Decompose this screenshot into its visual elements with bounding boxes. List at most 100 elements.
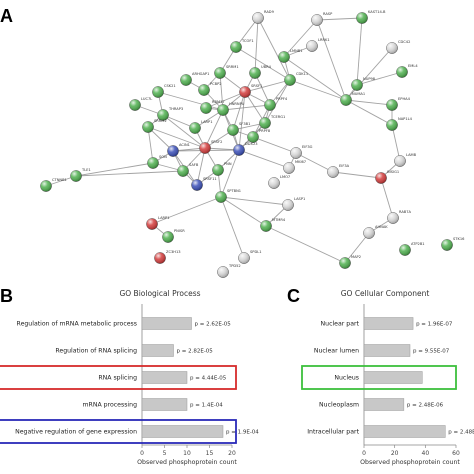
bar [141,425,224,438]
network-node: ACIN1 [167,143,190,157]
network-node: THRAP3 [157,107,183,121]
network-node: SPDL1 [238,250,262,264]
x-tick-label: 60 [452,450,460,457]
network-edge [220,196,245,259]
network-node-label: LARP1 [158,216,170,220]
network-node: HNRNPU [217,102,245,116]
network-node: PRPF4 [264,97,288,111]
network-node: PNISR [162,229,185,243]
network-node-label: DDX23 [245,142,258,146]
network-node-label: EPHA4 [398,97,411,101]
network-node-label: SRSF2 [211,140,222,144]
network-node-label: UBR4 [261,65,272,69]
network-edge [220,196,289,206]
network-edge [283,56,347,101]
network-node: LMNB1 [278,49,303,63]
network-node-label: INSIG1 [387,170,399,174]
chart-title: GO Cellular Component [341,289,430,298]
network-node-label: PRPF8 [259,129,271,133]
network-node-label: TCOF1 [241,39,254,43]
network-node: RASP [311,12,333,26]
network-node-label: SAFB [189,163,199,167]
panel-c-letter: C [287,286,300,306]
network-node-label: SON [159,155,167,159]
network-node-label: PCBP2 [210,82,222,86]
network-node-label: RAB7A [399,210,412,214]
x-axis-label: Observed phosphoprotein count [360,459,460,466]
network-node-label: ARHGAP1 [192,72,209,76]
network-node: LARP1 [146,216,170,230]
network-edge [344,232,370,264]
network-node: MKI67 [283,160,306,174]
network-node-label: AHNAK [375,225,388,229]
network-edge [147,126,154,164]
x-tick-label: 5 [163,450,167,457]
network-edge [220,196,267,227]
go-biological-process-chart: GO Biological Process 0 5 10 15 20 Observed ph… [0,289,259,466]
network-node: CSK21 [152,84,176,98]
p-value-label: p = 2.62E-05 [195,322,232,328]
network-node: ATP2B1 [399,242,425,256]
network-node-label: MTMR4 [272,218,286,222]
network-node-label: ZC3H13 [166,250,181,254]
network-node: TCERG1 [259,115,285,129]
network-node-label: RBM17 [212,100,225,104]
network-node-label: SF3B1 [239,122,250,126]
x-tick-label: 0 [140,450,144,457]
category-label: Intracellular part [307,429,359,436]
network-node: RBM17 [200,100,225,114]
network-edge [244,79,291,93]
network-node-label: CDC42 [398,40,410,44]
network-node-label: TCERG1 [270,115,285,119]
network-node-label: NUP98 [363,77,376,81]
network-edge [345,99,393,106]
network-node: CTNNB1 [40,178,67,192]
network-node: SRRM1 [214,65,239,79]
network-node-label: LMO7 [280,175,290,179]
network-edge [219,72,224,111]
network-node: UBR4 [249,65,272,79]
bar [363,425,446,438]
network-node: SAFB [177,163,199,177]
network-node-label: SPTBN1 [227,189,241,193]
network-edge [157,91,224,111]
network-edge [205,91,246,109]
network-node-label: LMNB1 [290,49,303,53]
category-label: Negative regulation of gene expression [15,429,137,436]
network-edge [391,124,401,162]
network-node-label: EIF3A [339,164,350,168]
network-node: TPD52 [217,264,241,278]
network-edge [238,91,246,151]
network-node: ZC3H13 [154,250,181,264]
network-node: INSIG1 [375,170,399,184]
network-edge [220,149,240,198]
p-value-label: p = 1.9E-04 [226,430,259,436]
panel-a-letter: A [0,6,13,26]
network-edge [356,71,403,86]
network-node: EPHA4 [386,97,411,111]
network-node-label: LAMB [406,153,417,157]
network-node: LAMB [394,153,417,167]
network-edge [265,225,346,264]
highlight-box [301,365,457,390]
network-node: EIF3G [290,145,313,159]
network-edge [254,17,259,74]
network-node: EML4 [396,64,418,78]
network-node: LARP1 [189,120,213,134]
network-edge [162,114,206,149]
network-edge [345,47,393,101]
network-edge [345,99,393,126]
category-label: Regulation of mRNA metabolic process [17,321,137,328]
network-node-label: EML4 [408,64,418,68]
network-node: RAD9 [252,10,275,24]
network-node: TLE1 [70,168,91,182]
network-node-label: CDK11 [296,72,308,76]
x-tick-label: 0 [362,450,366,457]
bar [363,344,411,357]
network-node-label: TPD52 [228,264,241,268]
network-node: MTMR4 [260,218,286,232]
network-node: SF3B1 [227,122,250,136]
network-node: TCOF1 [230,39,254,53]
category-label: mRNA processing [83,402,138,409]
network-edge [316,17,363,21]
